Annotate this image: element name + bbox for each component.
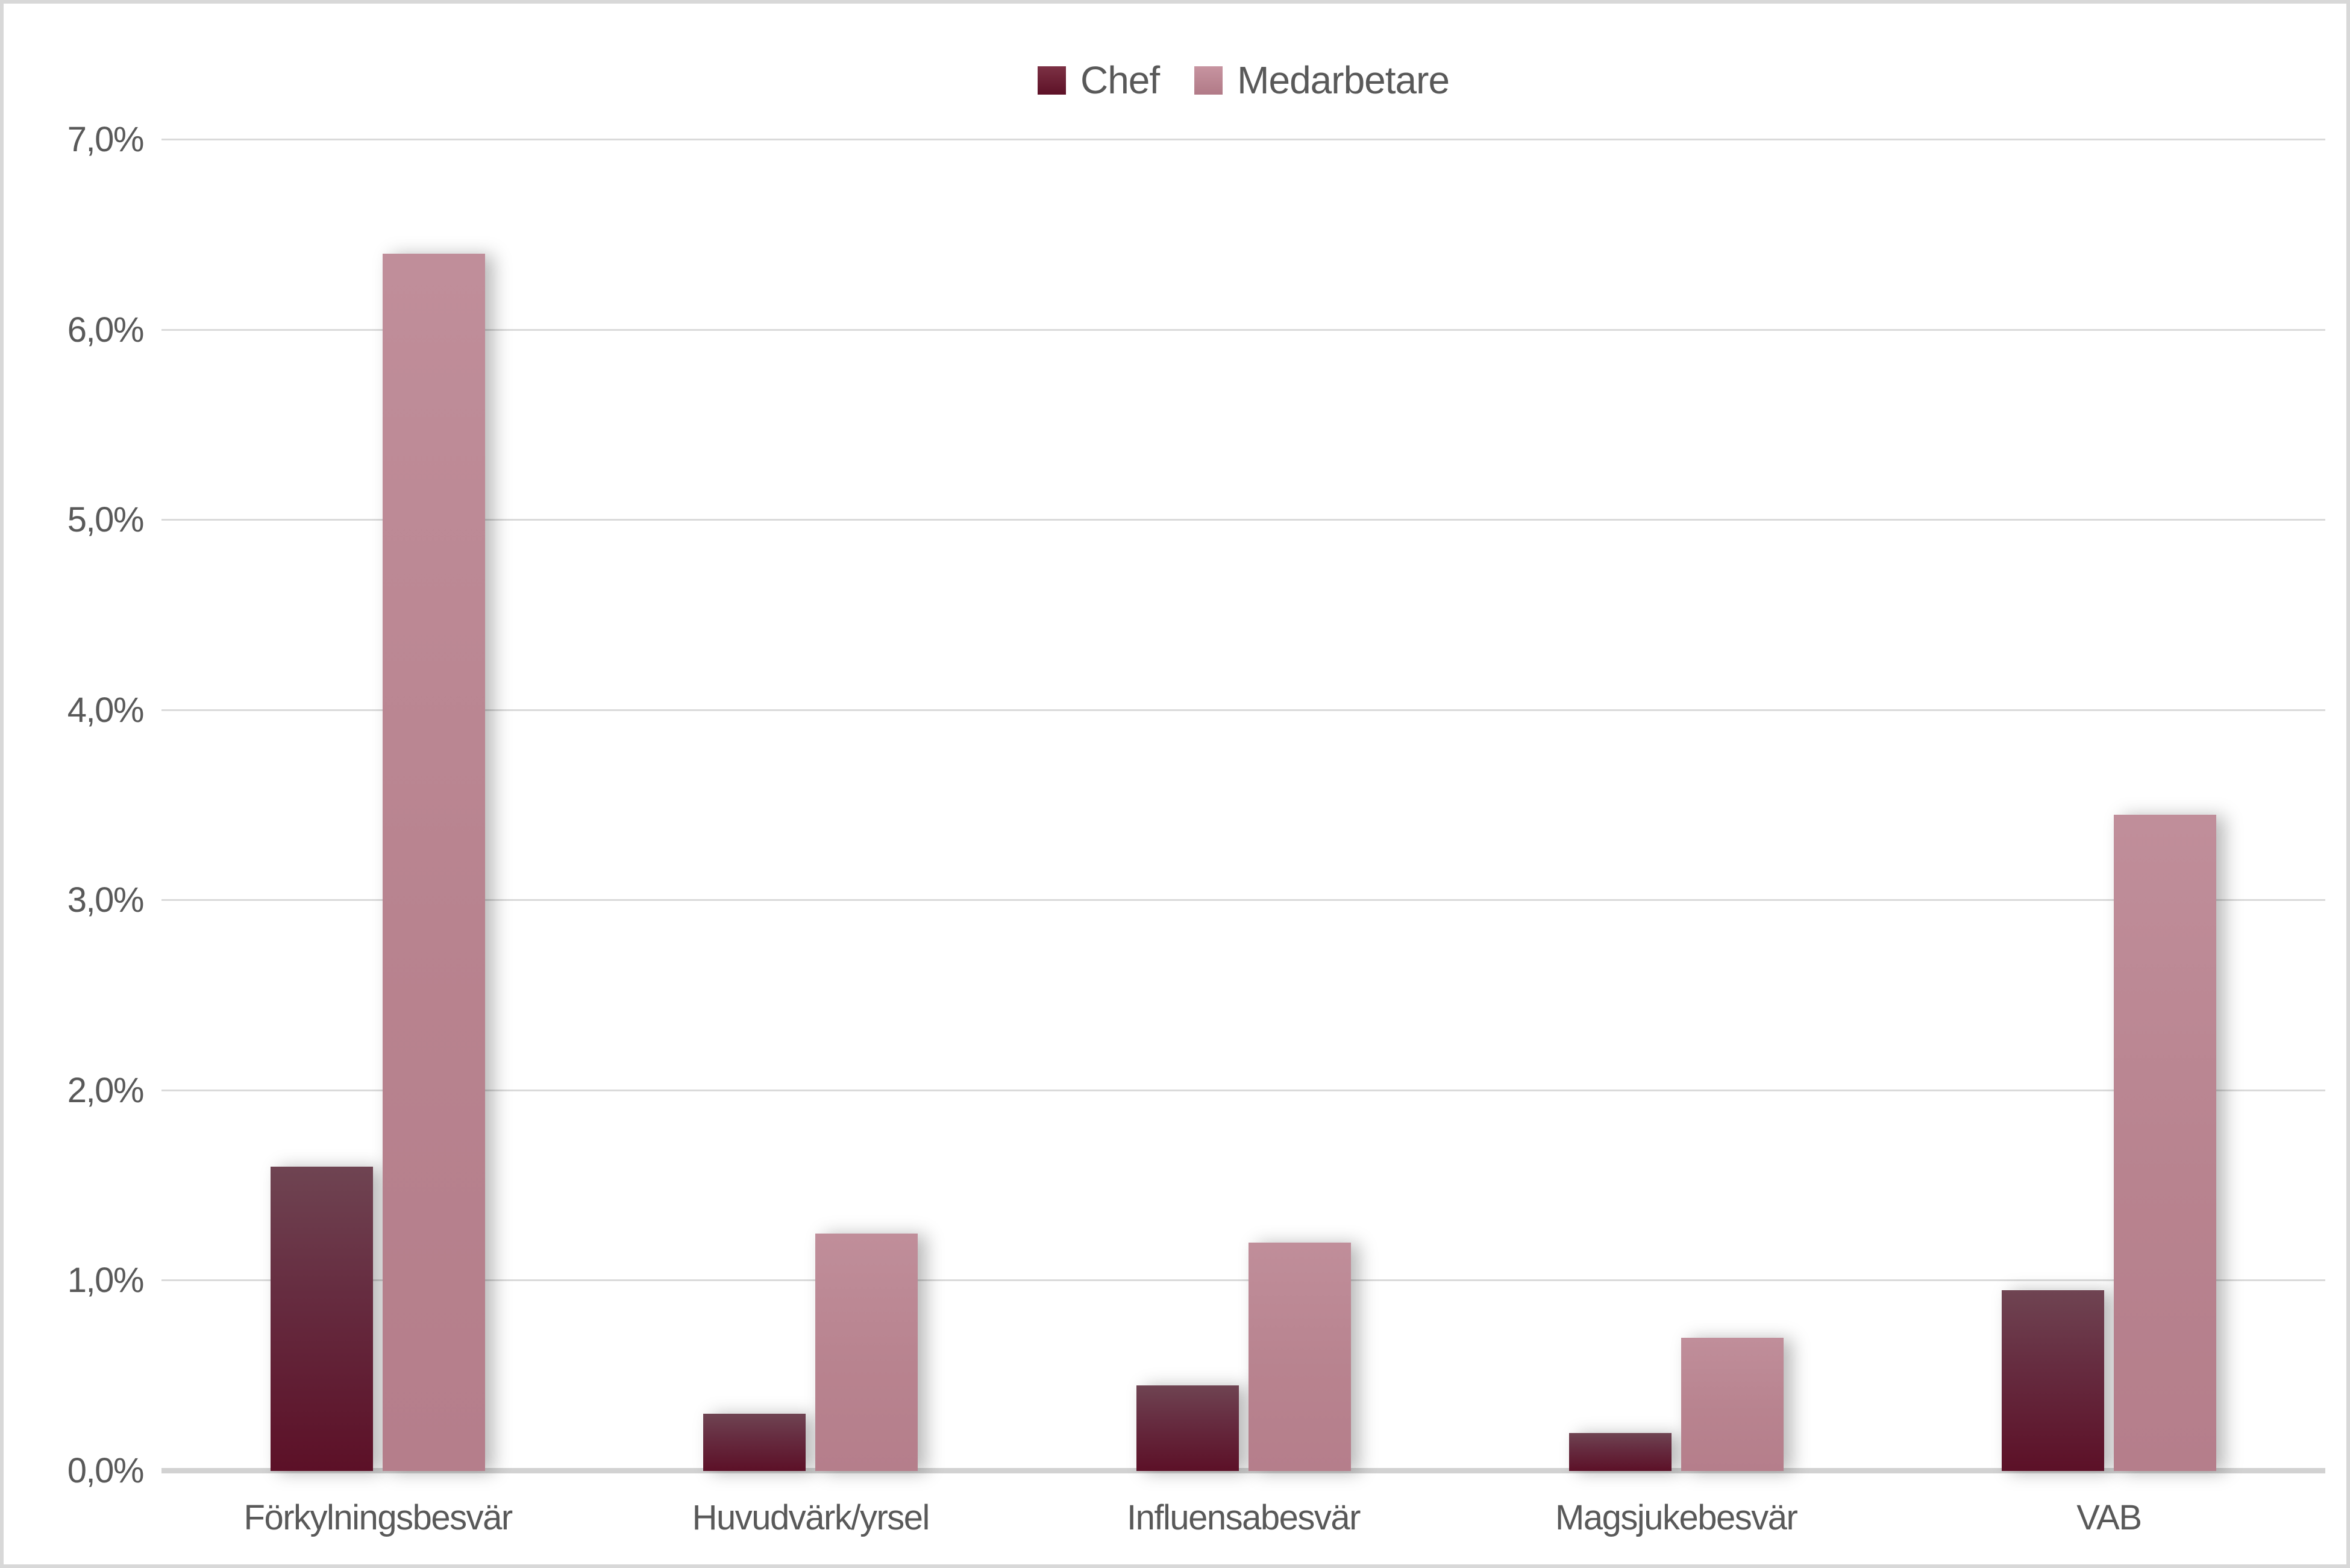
y-axis-tick-label: 4,0% xyxy=(67,690,145,730)
y-axis-tick-label: 0,0% xyxy=(67,1451,145,1490)
y-axis-tick-label: 6,0% xyxy=(67,310,145,350)
bar-group xyxy=(1893,140,2325,1471)
bar-medarbetare xyxy=(1248,1243,1351,1471)
bar-group xyxy=(1027,140,1459,1471)
bar-group xyxy=(1460,140,1893,1471)
legend-swatch-medarbetare xyxy=(1194,66,1223,95)
x-axis-category-label: Magsjukebesvär xyxy=(1555,1498,1798,1537)
bar-group xyxy=(161,140,594,1471)
x-axis-line xyxy=(161,1468,2325,1473)
legend-label-medarbetare: Medarbetare xyxy=(1237,58,1450,102)
legend-item-medarbetare: Medarbetare xyxy=(1194,58,1450,102)
legend-item-chef: Chef xyxy=(1037,58,1160,102)
bar-chef xyxy=(1136,1385,1239,1471)
gridline xyxy=(161,139,2325,140)
x-axis-category-label: Influensabesvär xyxy=(1127,1498,1361,1537)
legend-label-chef: Chef xyxy=(1080,58,1160,102)
bar-medarbetare xyxy=(1681,1338,1784,1471)
plot-area xyxy=(161,139,2325,1473)
bar-medarbetare xyxy=(383,254,486,1471)
gridline xyxy=(161,328,2325,331)
gridline xyxy=(161,899,2325,902)
gridline xyxy=(161,709,2325,711)
legend-swatch-chef xyxy=(1037,66,1066,95)
x-axis-category-label: Förkylningsbesvär xyxy=(243,1498,513,1537)
gridline xyxy=(161,1089,2325,1091)
bar-chef xyxy=(271,1167,374,1471)
bar-chef xyxy=(2001,1290,2104,1471)
y-axis-tick-label: 1,0% xyxy=(67,1261,145,1300)
y-axis-tick-label: 3,0% xyxy=(67,880,145,920)
bar-medarbetare xyxy=(815,1233,918,1471)
x-axis: Förkylningsbesvär Huvudvärk/yrsel Influens… xyxy=(161,1497,2325,1539)
x-axis-category-label: Huvudvärk/yrsel xyxy=(692,1498,930,1537)
y-axis: 0,0% 1,0% 2,0% 3,0% 4,0% 5,0% 6,0% 7,0% xyxy=(4,122,145,1488)
gridline xyxy=(161,519,2325,521)
x-axis-category-label: VAB xyxy=(2076,1498,2142,1537)
legend: Chef Medarbetare xyxy=(161,47,2325,113)
bar-medarbetare xyxy=(2113,815,2216,1471)
bar-chef xyxy=(703,1414,806,1471)
y-axis-tick-label: 2,0% xyxy=(67,1070,145,1110)
y-axis-tick-label: 7,0% xyxy=(67,120,145,159)
bar-groups xyxy=(161,140,2325,1471)
bar-chef xyxy=(1568,1432,1672,1471)
bar-group xyxy=(594,140,1027,1471)
gridline xyxy=(161,1279,2325,1282)
y-axis-tick-label: 5,0% xyxy=(67,500,145,540)
